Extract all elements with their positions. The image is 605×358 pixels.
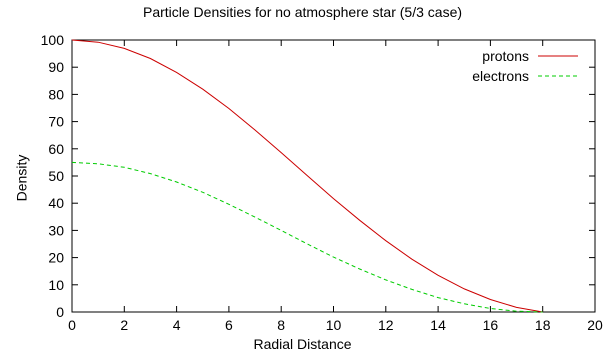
y-tick-label: 0	[56, 304, 64, 320]
x-tick-label: 20	[587, 317, 603, 333]
x-axis-label: Radial Distance	[253, 336, 352, 352]
y-tick-label: 50	[48, 168, 64, 184]
x-tick-label: 2	[120, 317, 128, 333]
chart-title: Particle Densities for no atmosphere sta…	[142, 4, 463, 20]
y-tick-label: 30	[48, 222, 64, 238]
x-tick-label: 12	[378, 317, 394, 333]
series-line-electrons	[71, 161, 543, 313]
y-tick-label: 90	[48, 59, 64, 75]
x-tick-label: 10	[326, 317, 342, 333]
y-tick-label: 100	[41, 32, 65, 48]
y-tick-label: 80	[48, 86, 64, 102]
legend: protons electrons	[472, 48, 578, 84]
y-tick-label: 20	[48, 250, 64, 266]
x-tick-label: 8	[277, 317, 285, 333]
x-tick-label: 0	[68, 317, 76, 333]
axis-ticks: 0 2 4 6 8 10 12 14 16 18 20 0 10 20 30 40 50 60 70 80 90 100	[41, 32, 603, 333]
legend-label-electrons: electrons	[472, 68, 529, 84]
x-tick-label: 6	[225, 317, 233, 333]
series-line-protons	[71, 39, 543, 313]
x-tick-label: 4	[173, 317, 181, 333]
y-tick-label: 40	[48, 195, 64, 211]
series-lines	[71, 39, 543, 313]
x-tick-label: 18	[535, 317, 551, 333]
x-tick-label: 16	[483, 317, 499, 333]
x-tick-label: 14	[430, 317, 446, 333]
legend-label-protons: protons	[482, 48, 529, 64]
y-tick-label: 60	[48, 141, 64, 157]
y-tick-label: 10	[48, 277, 64, 293]
y-tick-label: 70	[48, 114, 64, 130]
